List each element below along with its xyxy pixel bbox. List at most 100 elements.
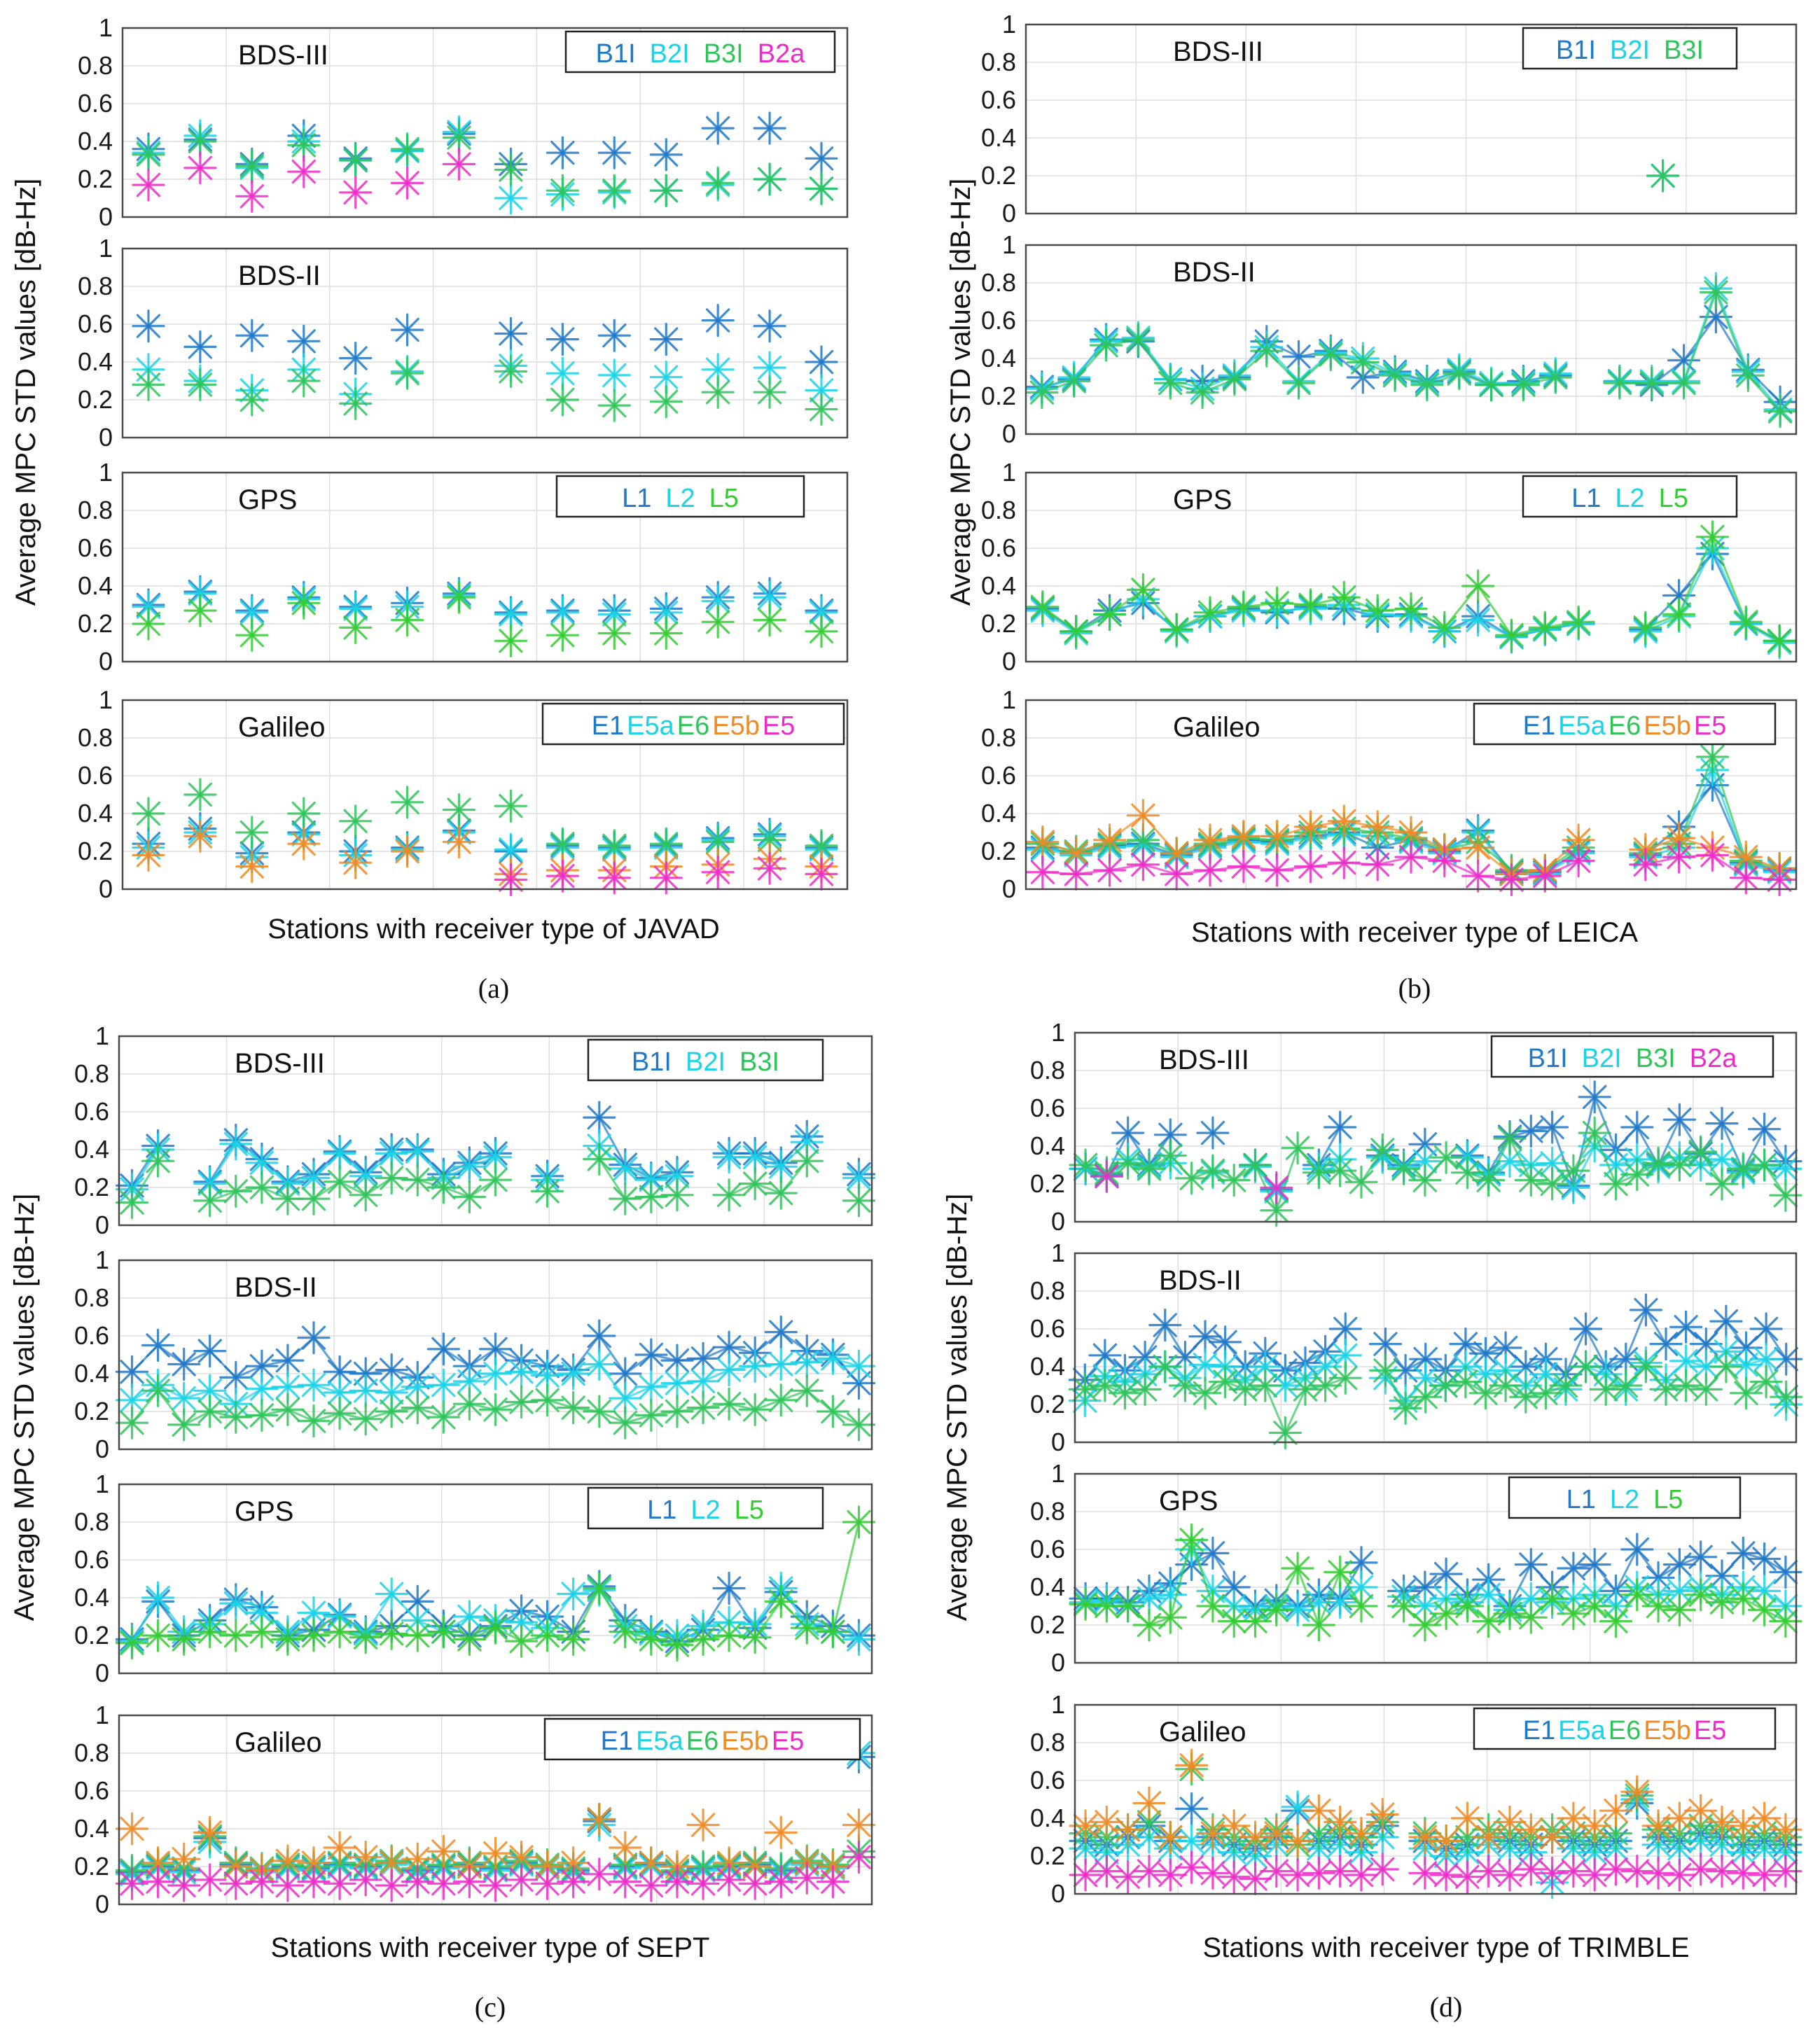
- data-point-b1i: [1662, 1103, 1696, 1136]
- x-axis-label: Stations with receiver type of SEPT: [271, 1932, 710, 1963]
- data-point-l5: [1361, 594, 1394, 627]
- data-point-l5: [1227, 590, 1260, 624]
- data-point-b1i: [1667, 344, 1701, 377]
- data-point-b2i: [426, 1368, 461, 1402]
- data-point-l5: [478, 1611, 513, 1645]
- data-point-e5b: [1260, 819, 1294, 853]
- data-point-l5: [1026, 590, 1060, 624]
- data-point-b1i: [426, 1332, 461, 1366]
- panel-c: Average MPC STD values [dB-Hz] Stations w…: [9, 1022, 876, 2023]
- legend-entry-b3i: B3I: [1636, 1044, 1676, 1073]
- y-tick-label: 0.2: [981, 837, 1016, 865]
- data-point-b2i: [1729, 1348, 1763, 1381]
- legend-entry-e6: E6: [1609, 711, 1641, 741]
- data-point-b2a: [1260, 1171, 1293, 1205]
- data-point-l5: [219, 1619, 253, 1652]
- data-point-e5: [1217, 1860, 1251, 1894]
- plot-frame: [118, 1483, 873, 1675]
- data-point-b3i: [1472, 1163, 1506, 1197]
- data-point-l5: [1599, 1605, 1633, 1638]
- data-point-e5: [1111, 1860, 1145, 1894]
- data-point-e5b: [634, 1846, 668, 1880]
- data-point-e5: [349, 1863, 382, 1897]
- y-tick-label: 0.2: [74, 1621, 109, 1650]
- data-point-b3i: [1132, 1152, 1166, 1186]
- y-tick-label: 0: [1051, 1648, 1065, 1677]
- data-point-l5: [339, 611, 373, 645]
- y-axis-label: Average MPC STD values [dB-Hz]: [942, 1194, 973, 1622]
- data-point-b3i: [1250, 334, 1284, 368]
- data-marks: [1069, 1748, 1802, 1899]
- y-tick-label: 0.2: [1030, 1610, 1065, 1639]
- data-point-b3i: [1368, 1353, 1403, 1388]
- data-point-b2i: [609, 1152, 642, 1185]
- data-point-e5: [297, 1865, 331, 1899]
- data-point-e5: [701, 856, 735, 889]
- data-point-l5: [287, 586, 321, 620]
- data-point-b3i: [1662, 1148, 1696, 1182]
- data-point-e5: [1629, 848, 1662, 881]
- y-tick-label: 0.4: [74, 1135, 109, 1164]
- data-point-b2i: [478, 1357, 513, 1390]
- data-point-l5: [1620, 1578, 1654, 1612]
- y-tick-labels: 1 0.8 0.6 0.4 0.2 0: [1030, 1459, 1065, 1677]
- legend-entry-b3i: B3I: [704, 39, 744, 69]
- data-point-l2: [842, 1622, 876, 1656]
- data-point-b3i: [375, 1395, 408, 1428]
- y-tick-label: 0.4: [981, 571, 1016, 600]
- data-point-b3i: [1709, 1350, 1743, 1383]
- data-point-e5: [1461, 859, 1495, 893]
- data-point-l5: [1494, 618, 1529, 652]
- y-tick-label: 1: [95, 1701, 109, 1729]
- data-point-e6: [287, 797, 321, 830]
- y-tick-label: 0.8: [74, 1738, 109, 1767]
- data-point-l5: [701, 605, 735, 639]
- data-point-e5b: [1450, 1801, 1484, 1835]
- data-point-e5b: [323, 1831, 356, 1864]
- y-tick-label: 0: [1051, 1207, 1065, 1236]
- data-point-b3i: [1443, 357, 1476, 391]
- data-point-b3i: [1057, 364, 1091, 398]
- y-tick-label: 0: [1002, 199, 1016, 228]
- data-point-e6: [132, 797, 165, 830]
- data-point-e5: [1132, 1855, 1166, 1888]
- data-point-l1: [712, 1571, 746, 1605]
- data-point-b3i: [375, 1161, 408, 1195]
- data-point-b3i: [478, 1393, 513, 1426]
- data-point-l5: [1641, 1589, 1675, 1623]
- y-tick-label: 0.6: [1030, 1766, 1065, 1794]
- subplot-bds-ii: 1 0.8 0.6 0.4 0.2 0 BDS-II: [981, 230, 1798, 448]
- data-point-e5b: [609, 1831, 642, 1864]
- legend-entry-b2i: B2I: [1582, 1044, 1622, 1073]
- data-point-b3i: [235, 149, 269, 183]
- data-point-b3i: [478, 1163, 513, 1197]
- y-tick-label: 0.4: [981, 799, 1016, 828]
- data-point-b3i: [1529, 1376, 1562, 1410]
- data-point-e5b: [583, 1802, 616, 1836]
- data-point-b2i: [712, 1353, 746, 1387]
- data-point-l5: [1260, 586, 1294, 620]
- plot-frame: [1074, 1252, 1798, 1444]
- data-point-b3i: [1121, 323, 1155, 356]
- y-tick-label: 0: [95, 1890, 109, 1918]
- data-point-e5b: [1090, 1805, 1124, 1839]
- y-tick-label: 1: [1051, 1239, 1065, 1267]
- y-tick-label: 1: [1002, 685, 1016, 714]
- data-point-l5: [583, 1571, 616, 1605]
- data-point-b3i: [1025, 375, 1059, 410]
- subplot-gps: 1 0.8 0.6 0.4 0.2 0 GPS L1 L2 L5: [74, 1470, 876, 1687]
- subplot-title: Galileo: [238, 712, 326, 743]
- data-point-e5: [712, 1863, 746, 1897]
- data-marks: [115, 1315, 876, 1442]
- data-point-e5: [1327, 846, 1361, 879]
- data-point-b3i: [323, 1165, 356, 1199]
- legend-entry-e5a: E5a: [1558, 1716, 1606, 1745]
- data-point-b3i: [401, 1163, 434, 1197]
- data-point-l5: [1217, 1605, 1251, 1638]
- legend-box: [541, 702, 845, 746]
- data-point-b3i: [634, 1398, 668, 1432]
- legend-entry-b2a: B2a: [1690, 1044, 1737, 1073]
- data-point-e5b: [1557, 1801, 1590, 1835]
- data-point-b1i: [1748, 1113, 1781, 1146]
- legend-entry-l5: L5: [1653, 1485, 1683, 1514]
